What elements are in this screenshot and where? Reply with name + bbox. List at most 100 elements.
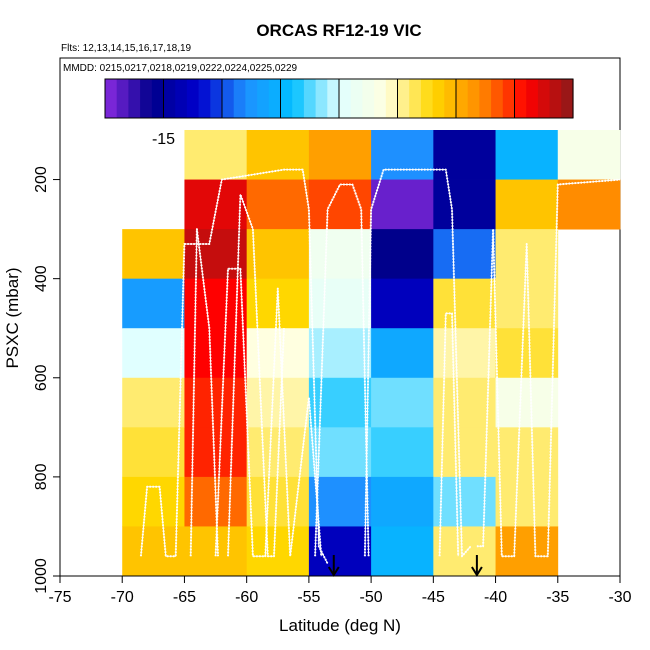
colorbar-swatch bbox=[409, 79, 422, 118]
colorbar-swatch bbox=[350, 79, 363, 118]
colorbar-swatch bbox=[526, 79, 539, 118]
heatmap-cell bbox=[122, 229, 185, 280]
colorbar-swatch bbox=[210, 79, 223, 118]
arrow-head bbox=[327, 566, 340, 577]
y-axis-label: PSXC (mbar) bbox=[3, 267, 22, 368]
colorbar-swatch bbox=[257, 79, 270, 118]
heatmap-cell bbox=[433, 229, 496, 280]
flight-track-core bbox=[314, 184, 370, 557]
x-tick-label: -55 bbox=[297, 589, 320, 606]
flight-track-core bbox=[227, 194, 285, 557]
heatmap-cell bbox=[433, 278, 496, 329]
colorbar-swatch bbox=[339, 79, 352, 118]
flight-tracks bbox=[139, 168, 621, 565]
heatmap-cell bbox=[433, 179, 496, 230]
x-tick-label: -35 bbox=[546, 589, 569, 606]
colorbar-swatch bbox=[175, 79, 188, 118]
heatmap-cell bbox=[246, 377, 310, 428]
colorbar-swatch bbox=[116, 79, 129, 118]
heatmap-cell bbox=[371, 130, 434, 180]
colorbar-swatch bbox=[420, 79, 434, 118]
heatmap-cell bbox=[371, 476, 434, 527]
x-axis-label: Latitude (deg N) bbox=[279, 616, 401, 635]
x-tick-label: -65 bbox=[173, 589, 196, 606]
flight-track-core bbox=[476, 179, 621, 557]
colorbar-swatch bbox=[456, 79, 469, 118]
colorbar-tick-label: -15 bbox=[152, 131, 175, 148]
heatmap-cell bbox=[246, 130, 310, 180]
heatmap-cell bbox=[122, 278, 185, 329]
heatmap-cell bbox=[557, 130, 621, 180]
heatmap-cell bbox=[557, 179, 621, 230]
heatmap-cell bbox=[308, 278, 372, 329]
x-axis: -75 -70 -65 -60 -55 -50 -45 -40 -35 -30 bbox=[48, 575, 632, 606]
heatmap-cell bbox=[122, 328, 185, 379]
heatmap-cell bbox=[122, 476, 185, 527]
flight-track-core bbox=[364, 169, 472, 558]
colorbar-swatch bbox=[245, 79, 258, 118]
flights-label: Flts: 12,13,14,15,16,17,18,19 bbox=[61, 43, 192, 54]
colorbar-swatch bbox=[198, 79, 211, 118]
colorbar-swatch bbox=[163, 79, 176, 118]
y-tick-label: 1000 bbox=[33, 558, 50, 594]
heatmap-cell bbox=[371, 278, 434, 329]
heatmap-cell bbox=[433, 328, 496, 379]
heatmap-cell bbox=[371, 328, 434, 379]
flight-track-core bbox=[190, 229, 219, 557]
heatmap-cell bbox=[308, 130, 372, 180]
colorbar-swatch bbox=[186, 79, 200, 118]
heatmap-cell bbox=[433, 130, 496, 180]
colorbar-swatch bbox=[467, 79, 480, 118]
heatmap-cell bbox=[495, 179, 559, 230]
colorbar-swatch bbox=[537, 79, 551, 118]
colorbar-swatch bbox=[151, 79, 165, 118]
x-tick-label: -40 bbox=[484, 589, 507, 606]
colorbar-swatch bbox=[233, 79, 246, 118]
colorbar-swatch bbox=[374, 79, 387, 118]
heatmap-cell bbox=[246, 526, 310, 577]
colorbar-swatch bbox=[444, 79, 457, 118]
heatmap-cells bbox=[122, 130, 621, 577]
colorbar-swatch bbox=[315, 79, 328, 118]
colorbar-swatch bbox=[105, 79, 118, 118]
y-tick-label: 400 bbox=[33, 265, 50, 292]
location-arrows bbox=[327, 555, 483, 577]
colorbar-swatch bbox=[268, 79, 282, 118]
heatmap-cell bbox=[246, 179, 310, 230]
colorbar-swatch bbox=[128, 79, 141, 118]
heatmap-cell bbox=[122, 427, 185, 478]
colorbar-swatch bbox=[292, 79, 305, 118]
heatmap-cell bbox=[246, 229, 310, 280]
flight-track-core bbox=[439, 312, 459, 557]
heatmap-cell bbox=[371, 179, 434, 230]
heatmap-cell bbox=[495, 130, 559, 180]
heatmap-cell bbox=[308, 377, 372, 428]
x-tick-label: -75 bbox=[48, 589, 71, 606]
y-tick-label: 800 bbox=[33, 463, 50, 490]
heatmap-cell bbox=[371, 427, 434, 478]
colorbar-swatch bbox=[397, 79, 410, 118]
colorbar-swatch bbox=[140, 79, 153, 118]
mmdd-label: MMDD: 0215,0217,0218,0219,0222,0224,0225… bbox=[63, 63, 298, 74]
x-tick-label: -60 bbox=[235, 589, 258, 606]
heatmap-cell bbox=[495, 427, 559, 478]
colorbar-swatch bbox=[280, 79, 293, 118]
colorbar-swatch bbox=[303, 79, 317, 118]
heatmap-cell bbox=[495, 278, 559, 329]
chart-title: ORCAS RF12-19 VIC bbox=[256, 21, 421, 40]
colorbar-swatch bbox=[491, 79, 504, 118]
colorbar-swatch bbox=[222, 79, 235, 118]
y-tick-label: 600 bbox=[33, 364, 50, 391]
arrow-head bbox=[471, 566, 483, 577]
heatmap-cell bbox=[371, 526, 434, 577]
heatmap-cell bbox=[184, 229, 248, 280]
heatmap-cell bbox=[184, 427, 248, 478]
heatmap-cell bbox=[495, 377, 559, 428]
heatmap-cell bbox=[308, 328, 372, 379]
heatmap-cell bbox=[184, 130, 248, 180]
colorbar-swatch bbox=[514, 79, 527, 118]
colorbar-swatch bbox=[549, 79, 562, 118]
heatmap-cell bbox=[433, 476, 496, 527]
heatmap-cell bbox=[122, 377, 185, 428]
